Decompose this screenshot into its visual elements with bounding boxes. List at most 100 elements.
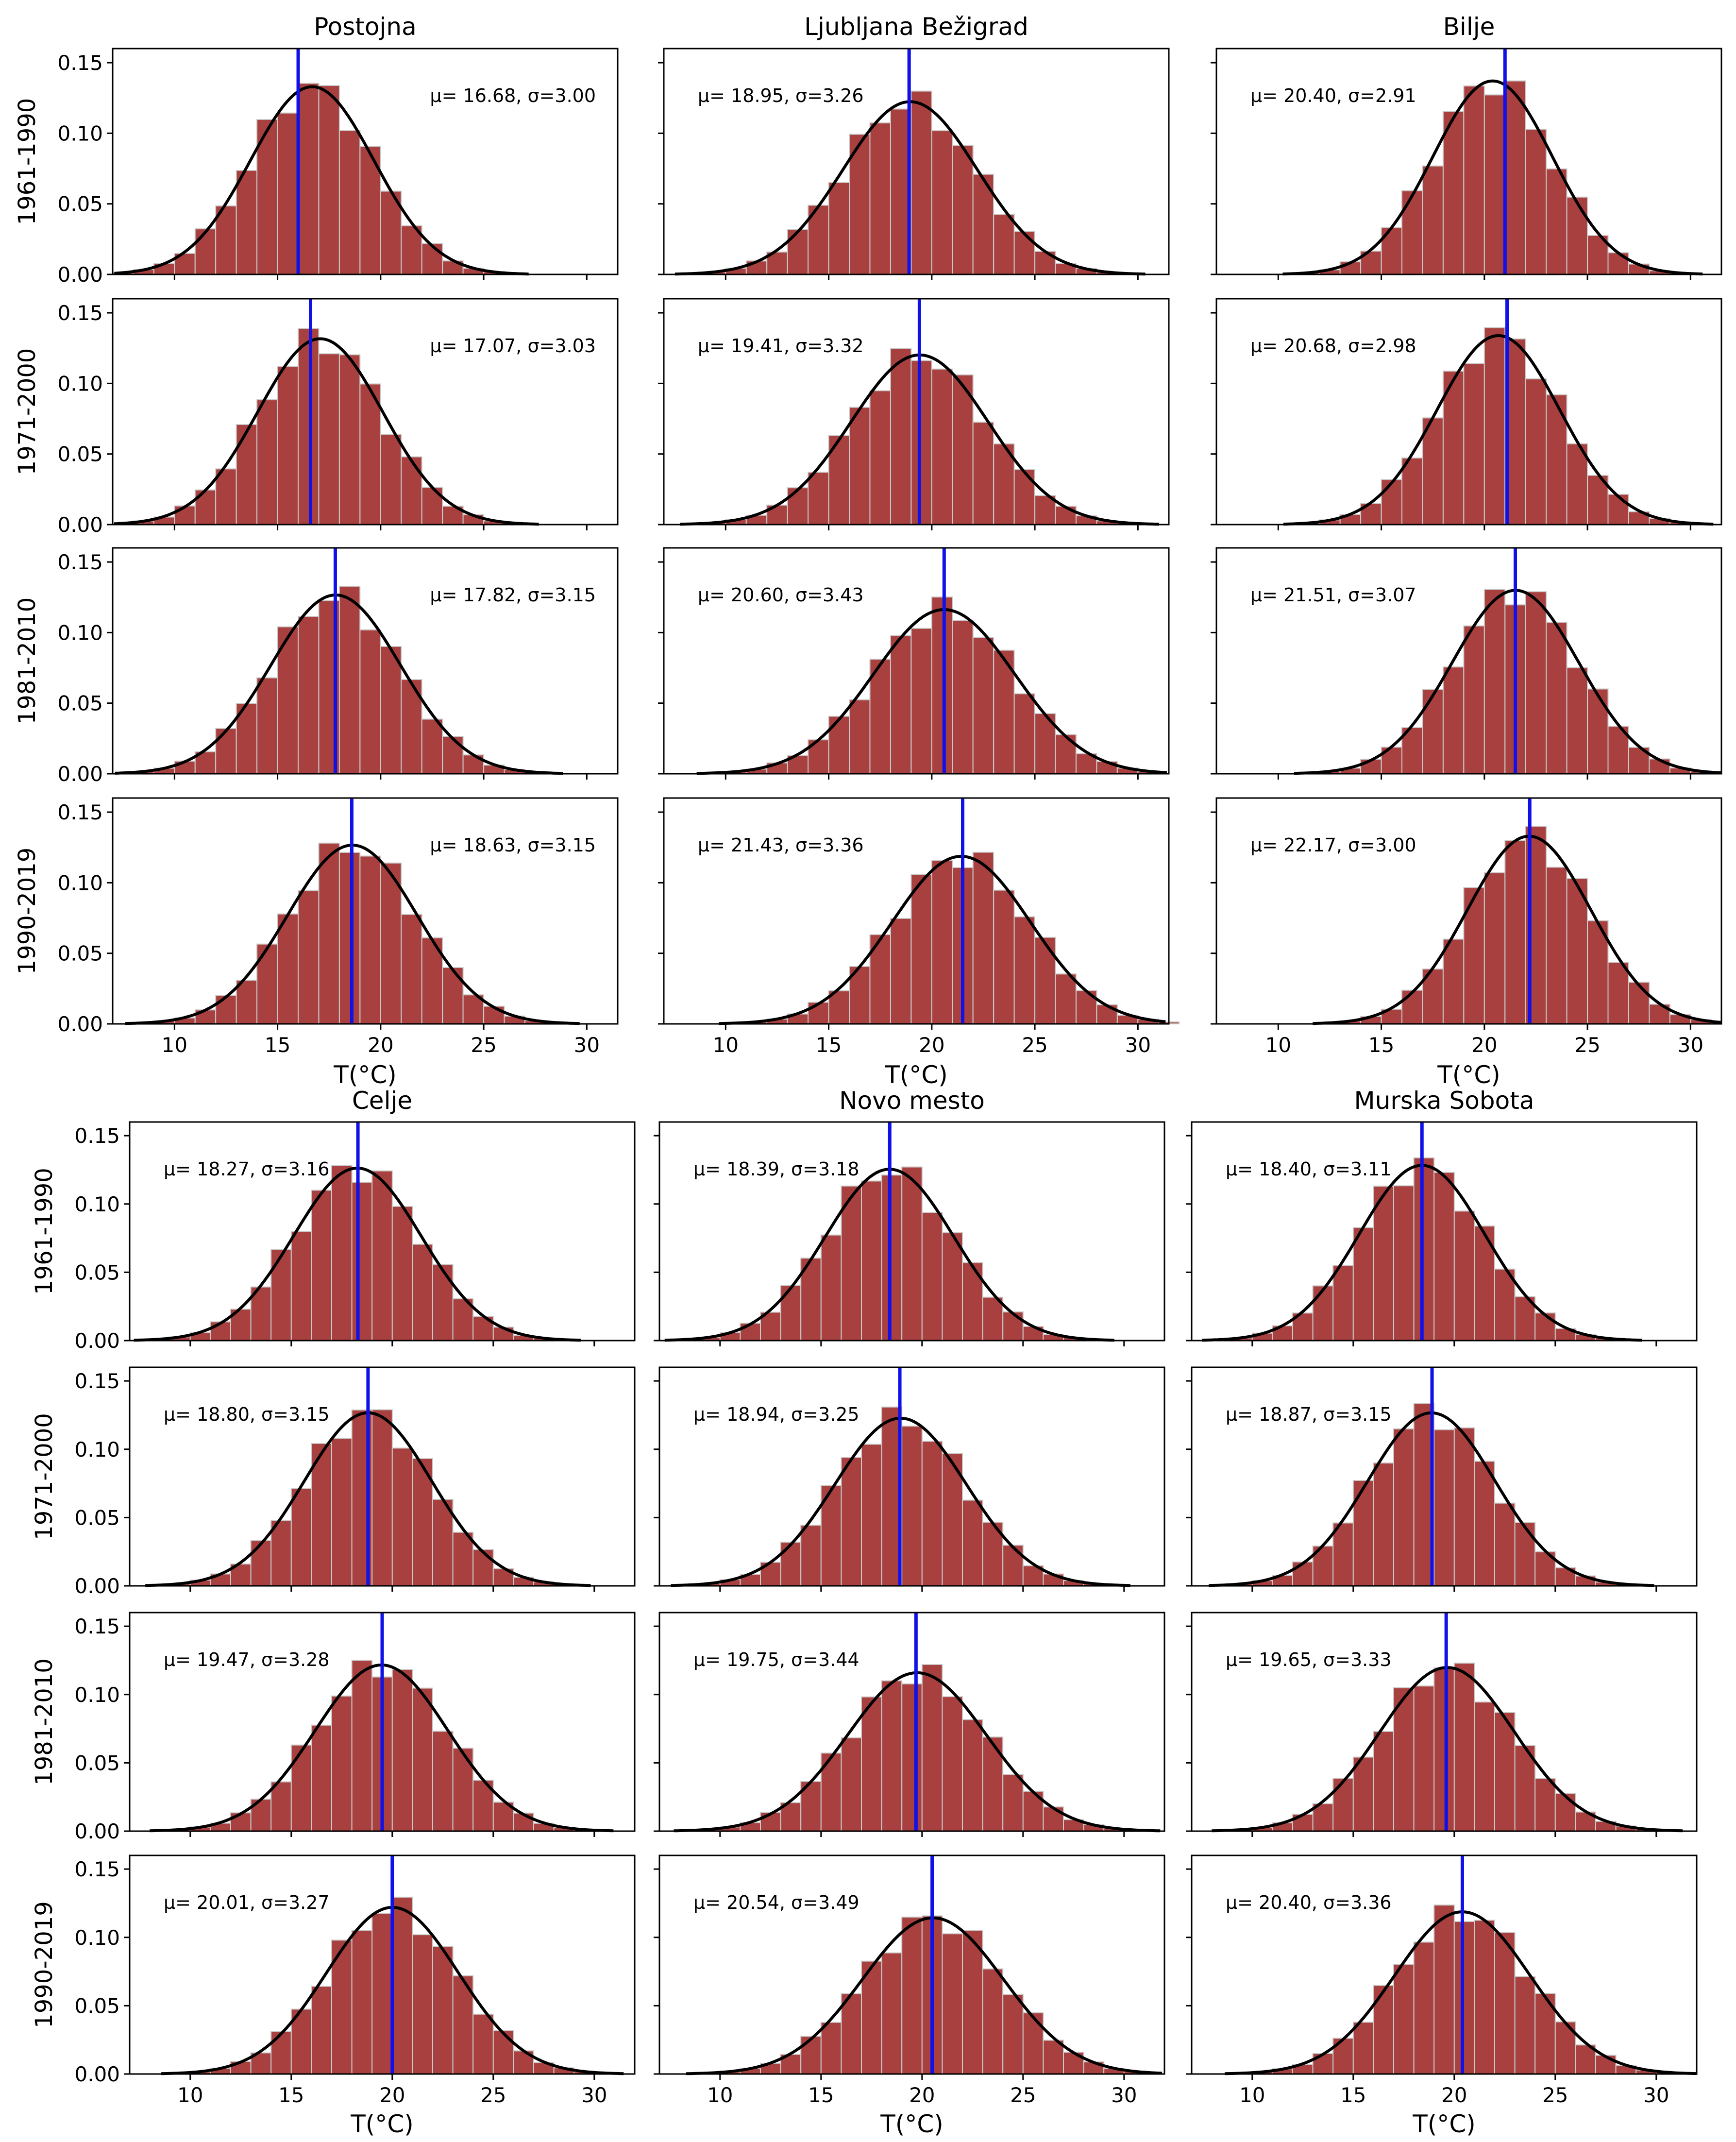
normal-fit-curve — [696, 608, 1167, 775]
histogram-bar — [1474, 1701, 1495, 1832]
y-tick-label: 0.00 — [57, 513, 103, 537]
histogram-bar — [1433, 1667, 1455, 1832]
histogram-bar — [277, 112, 299, 275]
histogram-bar — [256, 677, 278, 774]
panel-frame — [1215, 547, 1722, 775]
x-tick-label: 30 — [581, 2083, 607, 2107]
histogram-bar — [277, 913, 299, 1024]
histogram-bar — [931, 130, 953, 275]
histogram-bar — [401, 225, 422, 275]
histogram-bar — [931, 860, 953, 1024]
y-tick-label: 0.15 — [57, 301, 103, 325]
histogram-bar — [331, 1438, 353, 1587]
histogram-bar — [1312, 1285, 1334, 1341]
histogram-bar — [380, 862, 402, 1025]
x-tick-label: 20 — [1441, 2083, 1467, 2107]
histogram-bar — [1587, 920, 1609, 1024]
histogram-bar — [391, 1206, 413, 1342]
histogram-bar — [391, 1669, 413, 1832]
histogram-bar — [432, 1946, 454, 2075]
histogram-bar — [787, 487, 809, 526]
period-row-label: 1971-2000 — [31, 1413, 58, 1540]
y-tick-label: 0.15 — [74, 1369, 120, 1393]
histogram-bar — [787, 229, 809, 275]
mu-sigma-annotation: μ= 19.65, σ=3.33 — [1226, 1649, 1392, 1670]
y-tick-label: 0.10 — [57, 121, 103, 145]
histogram-bar — [174, 505, 196, 525]
histogram-bar — [921, 1212, 943, 1341]
histogram-bar — [820, 1234, 842, 1341]
histogram-bar — [1494, 1932, 1516, 2074]
panel-frame — [658, 1612, 1165, 1832]
y-tick-label: 0.10 — [74, 1438, 120, 1462]
histogram-bar — [359, 855, 381, 1024]
histogram-bar — [1514, 1976, 1536, 2074]
histogram-bar — [331, 1165, 353, 1341]
mu-sigma-annotation: μ= 20.40, σ=2.91 — [1250, 85, 1416, 106]
histogram-bar — [298, 328, 320, 525]
x-tick-label: 20 — [919, 1033, 944, 1057]
y-tick-label: 0.05 — [74, 1751, 120, 1775]
histogram-bar — [1422, 165, 1444, 275]
mu-sigma-annotation: μ= 18.39, σ=3.18 — [693, 1158, 860, 1180]
histogram-bar — [290, 1488, 312, 1586]
histogram-bar — [993, 214, 1015, 275]
histogram-bar — [380, 434, 402, 525]
histogram-bar — [1433, 1904, 1455, 2074]
histogram-bar — [452, 1531, 474, 1586]
mu-sigma-annotation: μ= 16.68, σ=3.00 — [430, 85, 596, 106]
x-tick-label: 30 — [1678, 1033, 1703, 1057]
histogram-bar — [351, 1660, 373, 1832]
x-axis-label: T(°C) — [884, 1061, 947, 1089]
y-tick-label: 0.10 — [57, 621, 103, 645]
panel-frame — [658, 1366, 1165, 1587]
histogram-bar — [982, 1296, 1004, 1341]
x-tick-label: 30 — [1125, 1033, 1151, 1057]
histogram-bar — [1453, 1921, 1475, 2075]
histogram-bar — [1013, 469, 1036, 525]
histogram-bar — [921, 1664, 943, 1832]
histogram-bar — [277, 366, 299, 525]
histogram-bar — [318, 353, 340, 525]
panel-frame — [658, 1121, 1165, 1342]
y-tick-label: 0.15 — [57, 800, 103, 824]
histogram-bar — [1607, 252, 1629, 275]
histogram-bar — [256, 399, 278, 525]
histogram-bar — [1013, 231, 1036, 275]
histogram-bar — [421, 718, 443, 774]
histogram-bar — [230, 1812, 252, 1832]
mu-sigma-annotation: μ= 17.07, σ=3.03 — [430, 335, 596, 357]
histogram-bar — [1413, 1157, 1435, 1341]
histogram-bar — [215, 995, 237, 1024]
histogram-bar — [1546, 867, 1567, 1024]
mu-sigma-annotation: μ= 18.40, σ=3.11 — [1226, 1158, 1392, 1180]
normal-fit-curve — [686, 1916, 1163, 2075]
mu-sigma-annotation: μ= 20.60, σ=3.43 — [698, 584, 864, 606]
histogram-bar — [1453, 1427, 1475, 1586]
histogram-bar — [1002, 1994, 1024, 2075]
histogram-bar — [311, 1724, 333, 1832]
histogram-bar — [351, 1930, 373, 2074]
histogram-bar — [901, 1166, 923, 1342]
x-tick-label: 10 — [162, 1033, 187, 1057]
histogram-bar — [901, 1426, 923, 1587]
histogram-bar — [194, 228, 217, 275]
histogram-bar — [1352, 1480, 1374, 1586]
histogram-bar — [1352, 1756, 1374, 1832]
panel-frame — [1215, 48, 1722, 275]
histogram-bar — [1514, 1522, 1536, 1586]
histogram-bar — [993, 889, 1015, 1024]
x-tick-label: 30 — [1643, 2083, 1669, 2107]
histogram-bar — [1504, 80, 1526, 275]
panel-frame — [1191, 1121, 1698, 1342]
x-tick-label: 20 — [379, 2083, 405, 2107]
histogram-bar — [952, 620, 974, 774]
histogram-bar — [1474, 1920, 1495, 2074]
histogram-bar — [442, 967, 464, 1024]
x-tick-label: 20 — [368, 1033, 393, 1057]
histogram-bar — [1401, 989, 1423, 1024]
histogram-bar — [849, 407, 871, 525]
normal-fit-curve — [719, 854, 1166, 1025]
histogram-bar — [1442, 938, 1465, 1024]
histogram-bar — [1022, 2012, 1044, 2075]
